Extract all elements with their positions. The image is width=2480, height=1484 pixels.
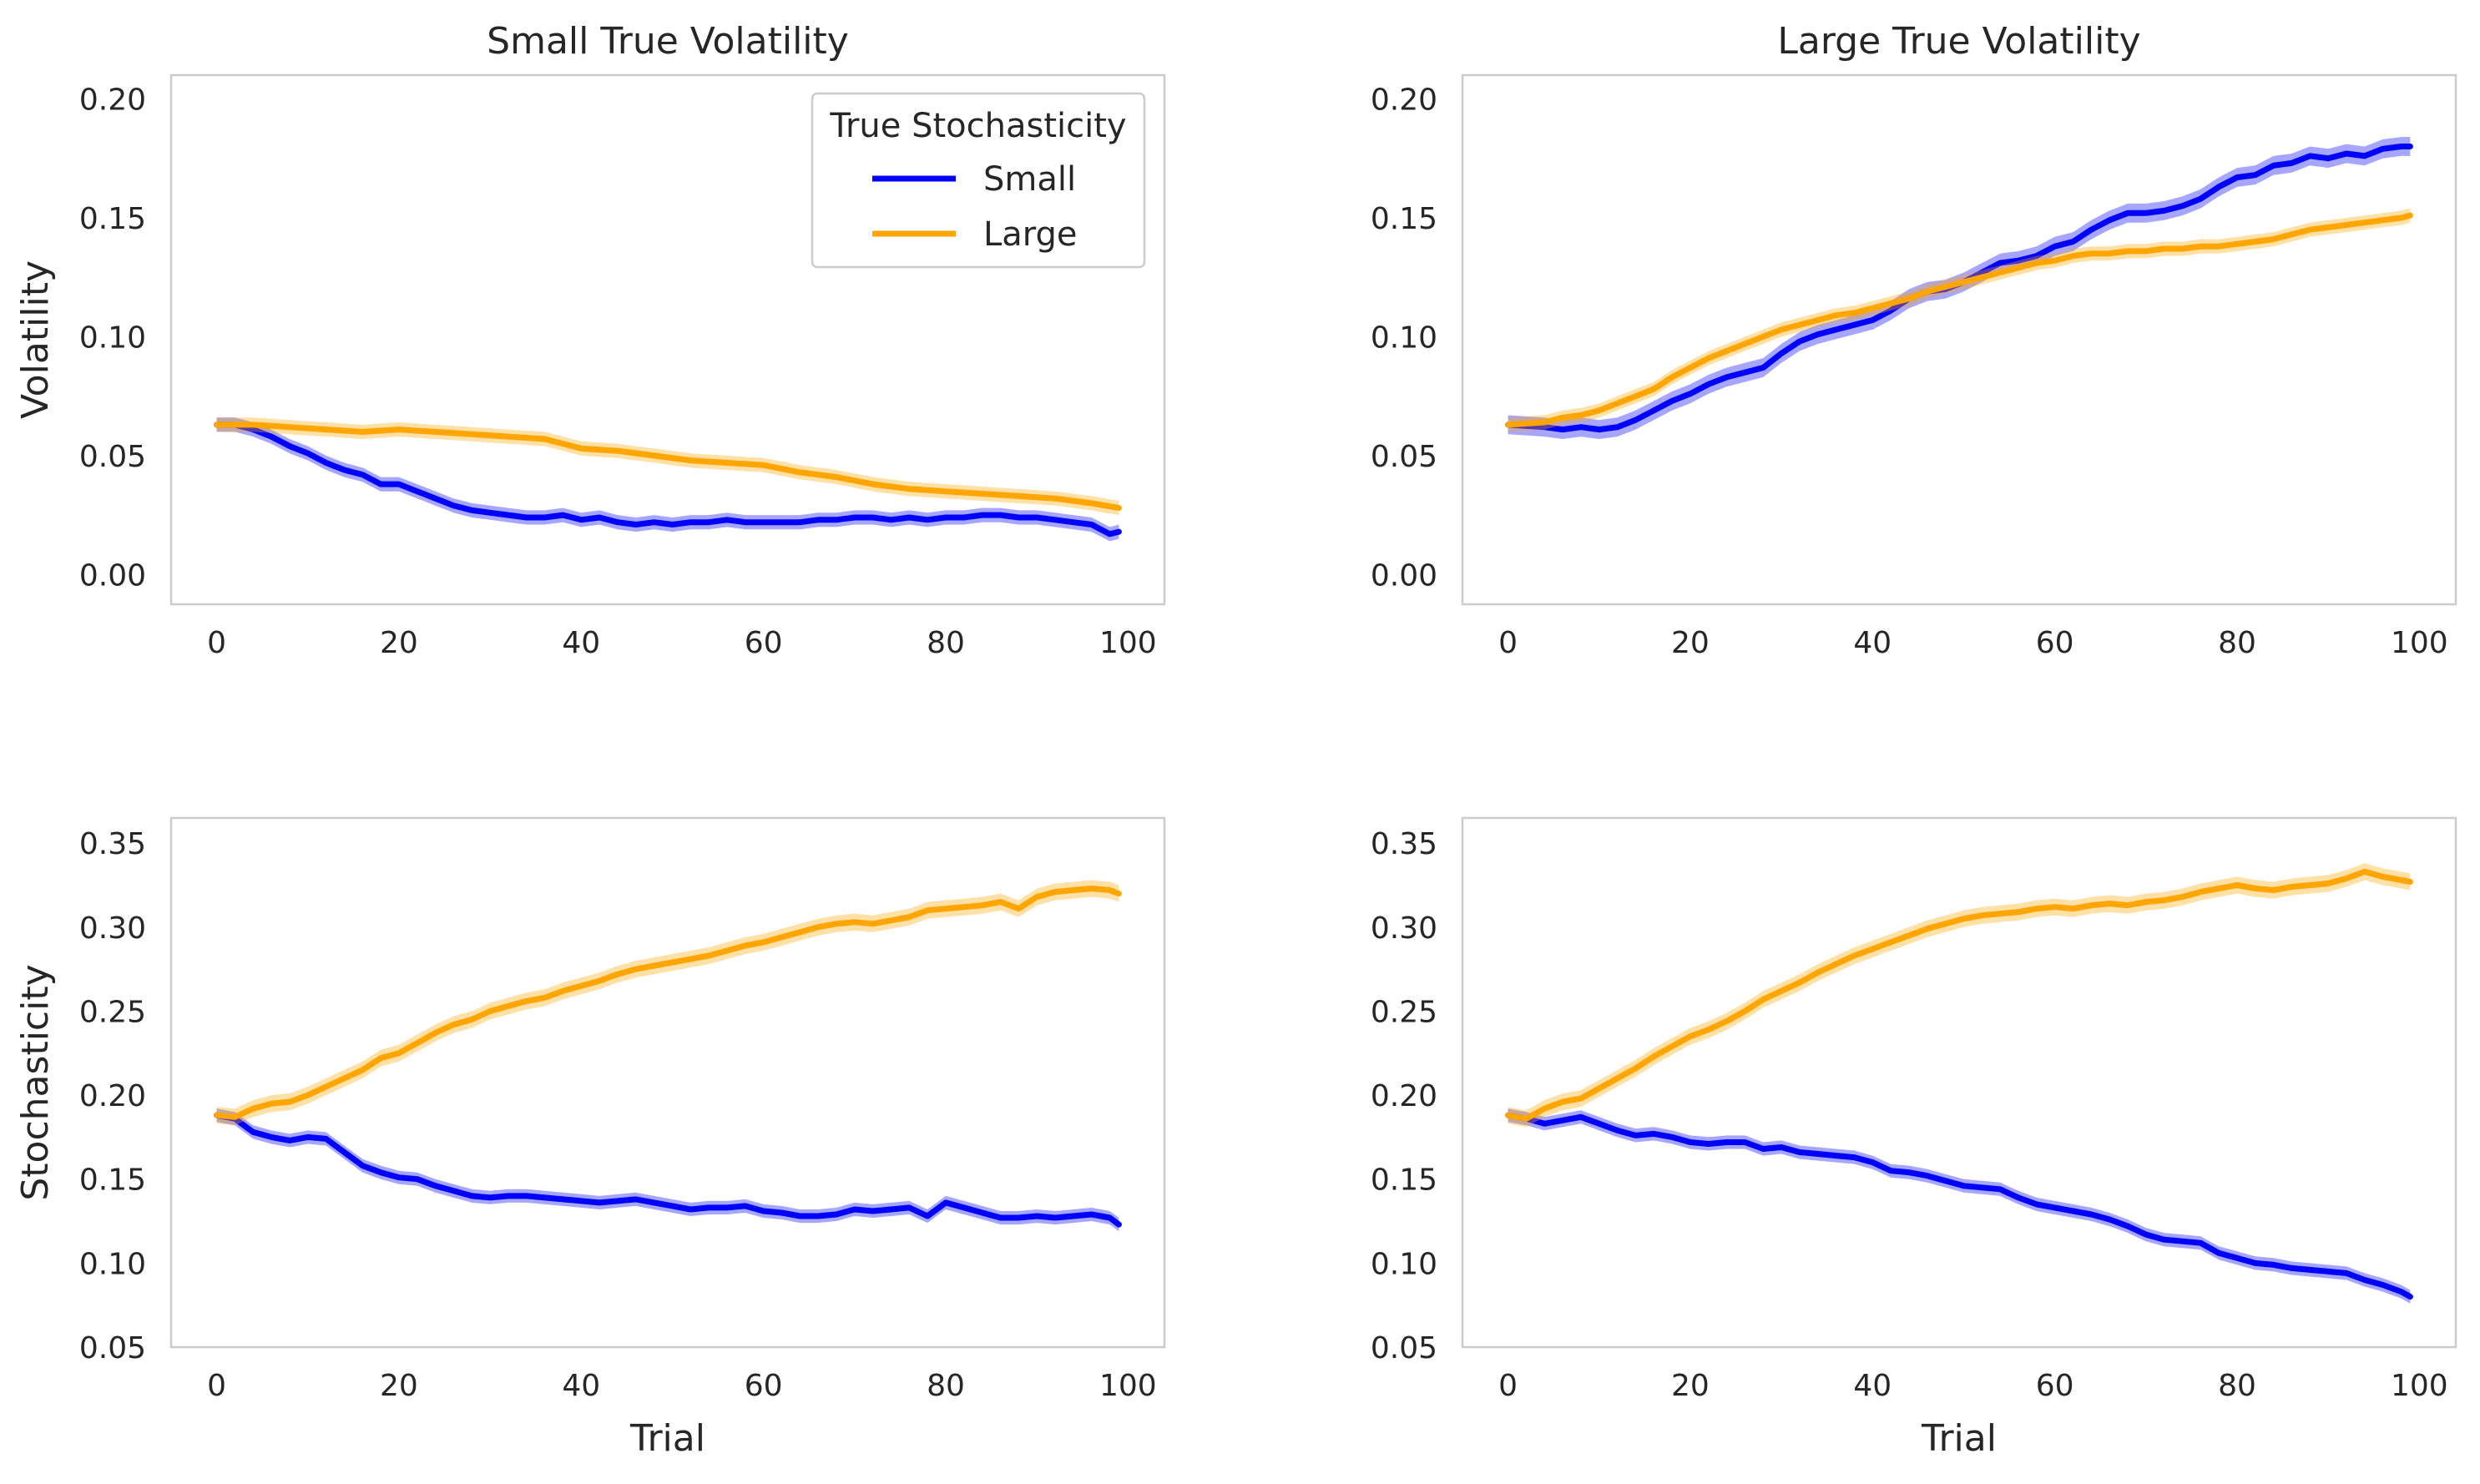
- axes-frame: [169, 73, 1166, 606]
- x-tick-label: 0: [1498, 626, 1518, 660]
- x-tick-label: 60: [745, 1369, 783, 1403]
- legend: True Stochasticity Small Large: [811, 92, 1146, 269]
- x-tick-label: 80: [927, 626, 965, 660]
- series-line-large: [1505, 212, 2413, 428]
- x-axis-label: Trial: [629, 1417, 705, 1460]
- x-tick-label: 80: [2218, 1369, 2256, 1403]
- panel-title: Small True Volatility: [487, 20, 849, 63]
- y-tick-label: 0.15: [1371, 1163, 1437, 1198]
- series-band-large: [216, 880, 1119, 1126]
- x-tick-label: 80: [2218, 626, 2256, 660]
- x-tick-label: 40: [1853, 1369, 1892, 1403]
- series-line-large: [214, 886, 1122, 1120]
- y-tick-label: 0.20: [1371, 1079, 1437, 1113]
- series-band-small: [1508, 1108, 2411, 1304]
- y-tick-label: 0.10: [1371, 1247, 1437, 1281]
- x-tick-label: 100: [1099, 626, 1157, 660]
- y-tick-label: 0.00: [1371, 558, 1437, 593]
- y-tick-label: 0.25: [1371, 995, 1437, 1029]
- y-tick-label: 0.35: [79, 827, 146, 861]
- x-tick-label: 100: [2391, 1369, 2448, 1403]
- y-tick-label: 0.00: [79, 558, 146, 593]
- x-tick-label: 100: [1099, 1369, 1157, 1403]
- y-tick-label: 0.30: [1371, 911, 1437, 946]
- legend-box: [811, 92, 1146, 269]
- x-tick-label: 0: [207, 626, 226, 660]
- y-tick-label: 0.05: [1371, 440, 1437, 474]
- x-axis-label: Trial: [1921, 1417, 1997, 1460]
- y-tick-label: 0.15: [79, 202, 146, 236]
- series-band-large: [216, 417, 1119, 516]
- x-tick-label: 20: [380, 626, 418, 660]
- panel-4: 0 20 40 60 80 100 0.05 0.10 0.15 0.20 0.25 0.30 0.35…: [1371, 816, 2457, 1460]
- y-tick-label: 0.35: [1371, 827, 1437, 861]
- series-band-small: [1508, 137, 2411, 439]
- y-tick-label: 0.20: [79, 1079, 146, 1113]
- x-tick-label: 60: [2036, 626, 2074, 660]
- x-tick-label: 0: [1498, 1369, 1518, 1403]
- y-tick-label: 0.05: [79, 1331, 146, 1365]
- y-axis-label: Volatility: [14, 260, 57, 419]
- y-tick-label: 0.30: [79, 911, 146, 946]
- y-tick-label: 0.05: [1371, 1331, 1437, 1365]
- x-tick-label: 40: [1853, 626, 1892, 660]
- legend-label-small: Small: [983, 160, 1076, 199]
- series-line-large: [214, 421, 1122, 512]
- y-axis-label: Stochasticity: [14, 964, 57, 1200]
- y-tick-label: 0.20: [1371, 83, 1437, 117]
- y-tick-label: 0.05: [79, 440, 146, 474]
- axes-frame: [1461, 816, 2457, 1349]
- series-line-small: [214, 421, 1122, 538]
- series-line-small: [214, 1112, 1122, 1228]
- series-line-large: [1505, 868, 2413, 1122]
- series-band-large: [1508, 863, 2411, 1128]
- panel-1: 0 20 40 60 80 100 0.00 0.05 0.10 0.15 0.20 Small Tr…: [14, 20, 1166, 660]
- x-tick-label: 80: [927, 1369, 965, 1403]
- panel-title: Large True Volatility: [1777, 20, 2140, 63]
- panel-2: 0 20 40 60 80 100 0.00 0.05 0.10 0.15 0.20 Large Tr…: [1371, 20, 2457, 660]
- y-tick-label: 0.10: [1371, 321, 1437, 355]
- x-tick-label: 60: [2036, 1369, 2074, 1403]
- x-tick-label: 60: [745, 626, 783, 660]
- axes-frame: [1461, 73, 2457, 606]
- x-tick-label: 20: [1671, 626, 1710, 660]
- x-tick-label: 20: [380, 1369, 418, 1403]
- axes-frame: [169, 816, 1166, 1349]
- legend-title: True Stochasticity: [829, 107, 1126, 145]
- x-tick-label: 0: [207, 1369, 226, 1403]
- x-tick-label: 20: [1671, 1369, 1710, 1403]
- y-tick-label: 0.25: [79, 995, 146, 1029]
- y-tick-label: 0.20: [79, 83, 146, 117]
- y-tick-label: 0.10: [79, 321, 146, 355]
- y-tick-label: 0.15: [79, 1163, 146, 1198]
- y-tick-label: 0.15: [1371, 202, 1437, 236]
- series-line-small: [1505, 1112, 2413, 1300]
- x-tick-label: 100: [2391, 626, 2448, 660]
- panel-3: 0 20 40 60 80 100 0.05 0.10 0.15 0.20 0.25 0.30 0.35…: [14, 816, 1166, 1460]
- series-band-small: [216, 417, 1119, 542]
- legend-label-large: Large: [983, 215, 1078, 254]
- x-tick-label: 40: [562, 1369, 600, 1403]
- x-tick-label: 40: [562, 626, 600, 660]
- y-tick-label: 0.10: [79, 1247, 146, 1281]
